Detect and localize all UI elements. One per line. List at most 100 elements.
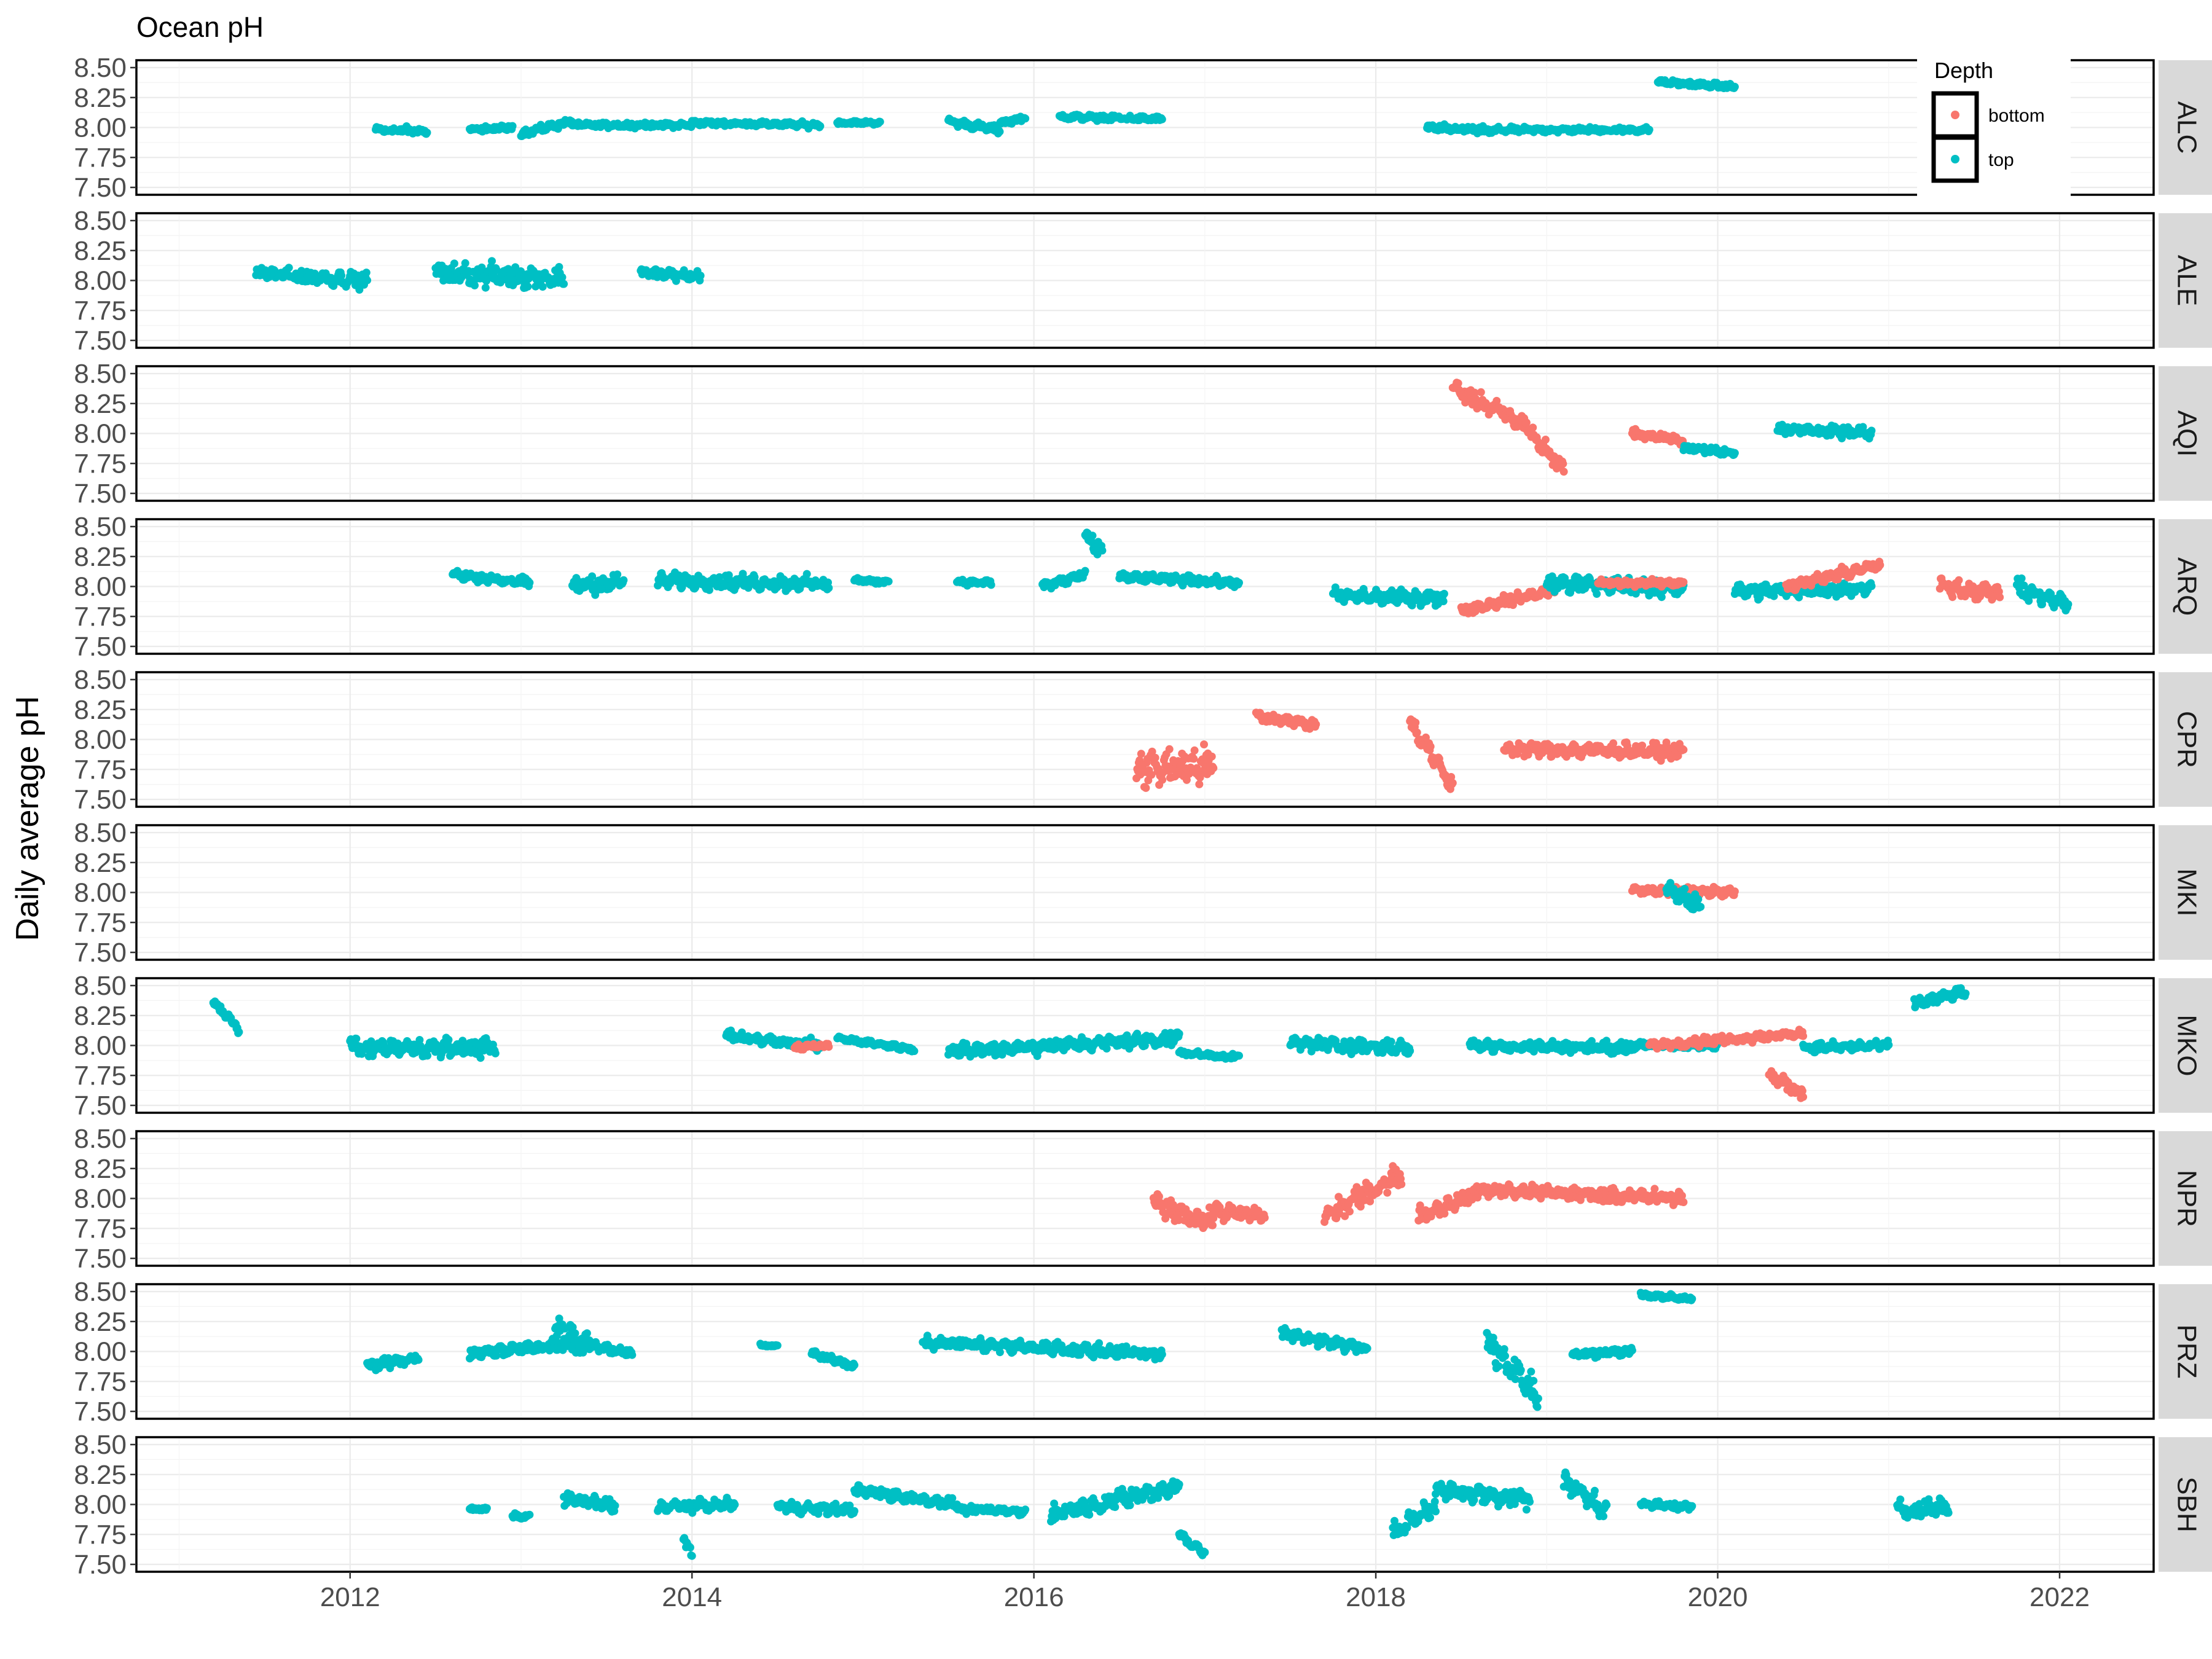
data-point-top — [1439, 597, 1448, 605]
data-point-top — [802, 570, 811, 578]
data-point-top — [1694, 895, 1703, 903]
data-point-bottom — [1190, 755, 1198, 763]
y-tick-label: 8.25 — [74, 83, 127, 113]
data-point-bottom — [1679, 578, 1688, 586]
y-tick-label: 7.75 — [74, 143, 127, 173]
panel-mki: 7.507.758.008.258.50 MKI — [74, 818, 2212, 968]
strip-label: ALC — [2172, 101, 2202, 154]
data-point-bottom — [1559, 468, 1568, 476]
data-point-top — [987, 581, 995, 589]
data-point-top — [423, 1051, 432, 1060]
data-point-top — [2064, 600, 2073, 608]
data-point-top — [511, 263, 520, 272]
data-point-top — [481, 283, 490, 292]
panels: 7.507.758.008.258.50ALC7.507.758.008.258… — [74, 53, 2212, 1580]
y-tick-label: 7.75 — [74, 296, 127, 326]
data-point-top — [1730, 82, 1739, 91]
data-point-top — [884, 577, 893, 586]
y-tick-label: 7.50 — [74, 938, 127, 968]
data-point-bottom — [1190, 746, 1199, 755]
data-point-top — [415, 1036, 424, 1044]
data-point-top — [613, 570, 622, 579]
data-point-top — [352, 1035, 361, 1043]
data-point-top — [560, 280, 568, 288]
data-point-bottom — [1955, 576, 1963, 584]
strip-background — [2159, 825, 2212, 960]
y-tick-label: 8.25 — [74, 236, 127, 266]
data-point-bottom — [1996, 593, 2004, 602]
data-point-bottom — [1158, 775, 1167, 784]
data-point-bottom — [1447, 773, 1456, 781]
data-point-top — [444, 1035, 453, 1044]
data-point-top — [477, 263, 486, 272]
strip-background — [2159, 213, 2212, 348]
data-point-top — [1593, 590, 1601, 598]
y-tick-label: 8.50 — [74, 818, 127, 848]
y-tick-label: 8.25 — [74, 848, 127, 878]
data-point-top — [1681, 885, 1689, 893]
data-point-top — [284, 264, 293, 272]
y-tick-label: 8.25 — [74, 389, 127, 419]
y-tick-label: 8.50 — [74, 512, 127, 542]
data-point-top — [508, 122, 517, 130]
data-point-top — [492, 265, 501, 274]
points-aqi — [1448, 378, 1876, 476]
strip-label: ALE — [2172, 255, 2202, 306]
data-point-top — [1440, 589, 1448, 598]
data-point-top — [1657, 593, 1666, 602]
strip-background — [2159, 519, 2212, 654]
data-point-bottom — [1477, 388, 1485, 396]
points-mki — [1628, 879, 1739, 914]
y-tick-label: 7.50 — [74, 632, 127, 662]
strip-label: MKI — [2172, 868, 2202, 916]
data-point-top — [337, 272, 346, 280]
strip-label: CPR — [2172, 711, 2202, 768]
data-point-top — [355, 286, 364, 294]
strip-background — [2159, 366, 2212, 501]
points-arq — [449, 528, 2073, 618]
data-point-top — [876, 117, 884, 126]
data-point-top — [471, 281, 479, 289]
y-tick-label: 7.75 — [74, 449, 127, 479]
data-point-top — [488, 257, 496, 265]
data-point-bottom — [1137, 750, 1145, 758]
y-tick-label: 8.50 — [74, 665, 127, 695]
data-point-bottom — [1147, 771, 1156, 779]
chart-title: Ocean pH — [136, 11, 264, 43]
data-point-top — [1696, 903, 1705, 911]
y-tick-label: 7.75 — [74, 908, 127, 938]
data-point-top — [491, 1049, 500, 1057]
y-tick-label: 7.50 — [74, 326, 127, 356]
data-point-bottom — [1195, 780, 1204, 788]
data-point-bottom — [1411, 718, 1420, 727]
points-alc — [372, 76, 1739, 140]
data-point-top — [461, 259, 469, 267]
data-point-top — [235, 1028, 243, 1037]
data-point-bottom — [1730, 887, 1739, 896]
data-point-bottom — [1448, 779, 1457, 787]
y-tick-label: 8.50 — [74, 206, 127, 236]
data-point-top — [588, 572, 597, 581]
data-point-bottom — [1533, 740, 1542, 749]
data-point-bottom — [1165, 745, 1174, 753]
points-ale — [252, 257, 705, 294]
data-point-top — [724, 571, 733, 579]
data-point-top — [995, 127, 1004, 136]
y-tick-label: 8.00 — [74, 878, 127, 908]
data-point-top — [619, 576, 628, 584]
data-point-bottom — [1426, 742, 1435, 751]
data-point-top — [1088, 531, 1097, 540]
y-tick-label: 8.25 — [74, 542, 127, 572]
data-point-top — [2017, 574, 2026, 582]
data-point-top — [825, 584, 833, 592]
data-point-top — [1081, 567, 1089, 575]
data-point-top — [423, 128, 431, 137]
y-tick-label: 8.50 — [74, 359, 127, 389]
data-point-top — [1645, 125, 1653, 134]
data-point-top — [2020, 581, 2028, 590]
y-tick-label: 8.00 — [74, 419, 127, 449]
